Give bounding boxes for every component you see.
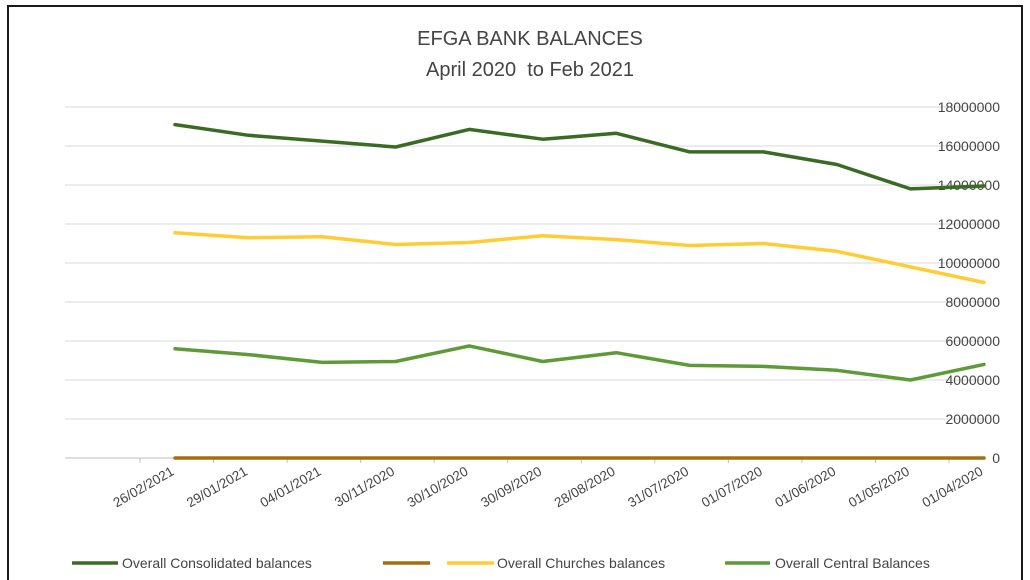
x-tick-label: 30/11/2020 [332,464,397,510]
y-axis-ticks: 0 2000000 4000000 6000000 8000000 10000000 120… [938,99,1001,466]
x-tick-label: 04/01/2021 [258,464,324,511]
series-line [173,122,986,191]
legend-label: Overall Central Balances [775,555,930,571]
series-lines [173,122,986,460]
x-tick-label: 01/06/2020 [772,464,838,511]
x-tick-label: 29/01/2021 [184,464,250,511]
y-tick-label: 10000000 [938,255,1001,271]
x-tick-label: 01/07/2020 [699,464,765,511]
series-line [173,231,986,285]
chart-frame [7,5,1023,580]
x-axis-ticks: 26/02/2021 29/01/2021 04/01/2021 30/11/2020… [110,464,985,511]
y-tick-label: 2000000 [945,411,1000,427]
chart-subtitle: April 2020 to Feb 2021 [426,59,634,81]
x-tick-label: 31/07/2020 [625,464,691,511]
legend: Overall Consolidated balances Overall Chu… [72,555,930,571]
gridlines [65,106,985,420]
legend-label: Overall Churches balances [497,555,665,571]
x-tick-label: 30/10/2020 [405,464,471,511]
series-line [173,344,986,382]
x-tick-label: 30/09/2020 [478,464,544,511]
x-tick-label: 01/04/2020 [919,464,985,511]
y-tick-label: 18000000 [938,99,1001,115]
x-tick-label: 28/08/2020 [552,464,618,511]
y-tick-label: 6000000 [945,333,1000,349]
y-tick-label: 0 [992,450,1000,466]
x-tick-label: 01/05/2020 [846,464,912,511]
y-tick-label: 16000000 [938,138,1001,154]
y-tick-label: 12000000 [938,216,1001,232]
x-tick-label: 26/02/2021 [110,464,176,511]
y-tick-label: 4000000 [945,372,1000,388]
chart-title: EFGA BANK BALANCES [417,28,643,50]
legend-label: Overall Consolidated balances [122,555,312,571]
y-tick-label: 8000000 [945,294,1000,310]
